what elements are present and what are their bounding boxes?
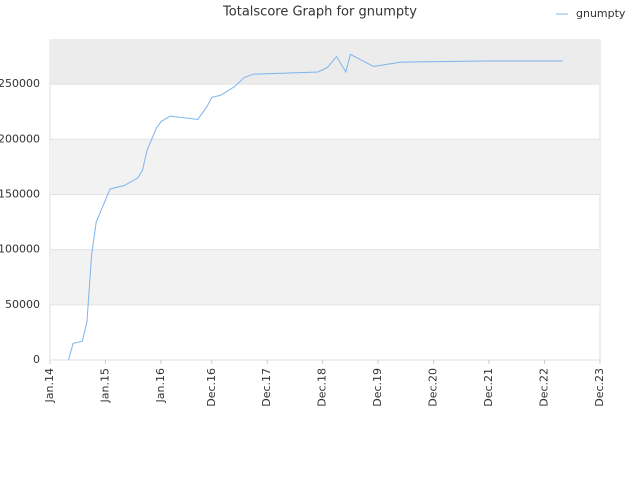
- y-tick-label: 200000: [0, 132, 40, 145]
- x-tick-label: Dec.20: [427, 368, 440, 407]
- x-tick-label: Dec.18: [316, 368, 329, 407]
- data-line: [68, 53, 564, 361]
- y-tick-label: 100000: [0, 243, 40, 256]
- legend-label: gnumpty: [576, 7, 626, 20]
- x-tick-label: Dec.22: [538, 368, 551, 407]
- x-tick-label: Dec.16: [205, 368, 218, 407]
- x-tick-label: Dec.23: [593, 368, 606, 407]
- x-tick-label: Jan.15: [98, 368, 111, 403]
- grid-band: [50, 139, 600, 195]
- y-tick-label: 0: [33, 353, 40, 366]
- y-tick-label: 150000: [0, 187, 40, 200]
- x-tick-label: Dec.17: [260, 368, 273, 407]
- y-tick-label: 50000: [5, 298, 40, 311]
- x-tick-label: Dec.21: [482, 368, 495, 407]
- y-tick-label: 250000: [0, 77, 40, 90]
- grid-band: [50, 249, 600, 305]
- plot-background: [49, 39, 601, 361]
- x-tick-label: Jan.16: [154, 368, 167, 403]
- x-tick-label: Jan.14: [43, 368, 56, 403]
- grid-band: [50, 40, 600, 85]
- x-tick-label: Dec.19: [371, 368, 384, 407]
- chart-title: Totalscore Graph for gnumpty: [222, 5, 417, 20]
